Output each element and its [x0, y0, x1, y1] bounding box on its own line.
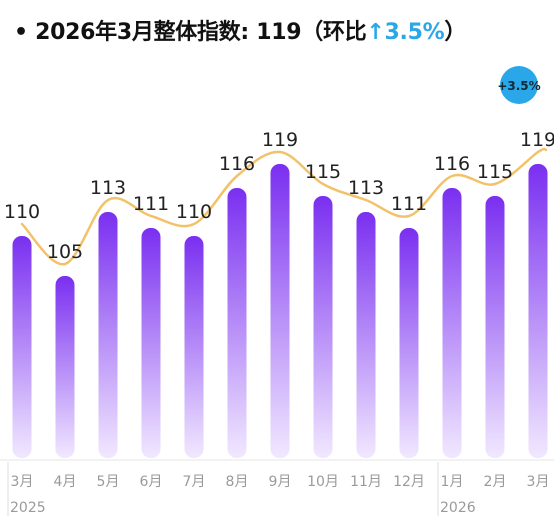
chart-headline: • 2026年3月整体指数: 119（环比↑3.5%）: [14, 14, 466, 46]
bar-5: [227, 188, 247, 458]
x-tick-label-2: 5月: [97, 474, 120, 490]
value-label-10: 116: [434, 153, 470, 175]
headline-close: ）: [444, 20, 467, 45]
x-tick-label-7: 10月: [307, 474, 339, 490]
bar-11: [485, 196, 505, 458]
change-badge-label: +3.5%: [497, 79, 540, 93]
x-tick-label-5: 8月: [226, 474, 249, 490]
value-label-1: 105: [47, 241, 83, 263]
up-arrow-icon: ↑: [366, 20, 385, 45]
value-label-12: 119: [520, 129, 554, 151]
value-label-11: 115: [477, 161, 513, 183]
bar-4: [184, 236, 204, 458]
x-tick-label-6: 9月: [269, 474, 292, 490]
value-label-3: 111: [133, 193, 169, 215]
x-tick-label-1: 4月: [54, 474, 77, 490]
bar-8: [356, 212, 376, 458]
x-tick-label-12: 3月: [527, 474, 550, 490]
value-label-2: 113: [90, 177, 126, 199]
value-label-6: 119: [262, 129, 298, 151]
headline-change: 3.5%: [384, 20, 445, 45]
value-label-5: 116: [219, 153, 255, 175]
value-label-0: 110: [4, 201, 40, 223]
x-tick-label-0: 3月: [11, 474, 34, 490]
bar-9: [399, 228, 419, 458]
bar-0: [12, 236, 32, 458]
value-label-9: 111: [391, 193, 427, 215]
bar-10: [442, 188, 462, 458]
bar-1: [55, 276, 75, 458]
x-tick-label-3: 6月: [140, 474, 163, 490]
x-tick-label-11: 2月: [484, 474, 507, 490]
value-label-4: 110: [176, 201, 212, 223]
headline-bullet: •: [14, 20, 28, 45]
x-tick-label-8: 11月: [350, 474, 382, 490]
x-tick-label-4: 7月: [183, 474, 206, 490]
value-label-8: 113: [348, 177, 384, 199]
bar-3: [141, 228, 161, 458]
x-tick-label-9: 12月: [393, 474, 425, 490]
bar-6: [270, 164, 290, 458]
value-label-7: 115: [305, 161, 341, 183]
year-label-0: 2025: [10, 500, 46, 516]
headline-text: 2026年3月整体指数: 119（环比: [35, 20, 367, 45]
year-label-1: 2026: [440, 500, 476, 516]
trend-line: [20, 147, 548, 266]
bar-2: [98, 212, 118, 458]
bar-7: [313, 196, 333, 458]
change-badge: [500, 66, 538, 104]
bar-12: [528, 164, 548, 458]
x-tick-label-10: 1月: [441, 474, 464, 490]
